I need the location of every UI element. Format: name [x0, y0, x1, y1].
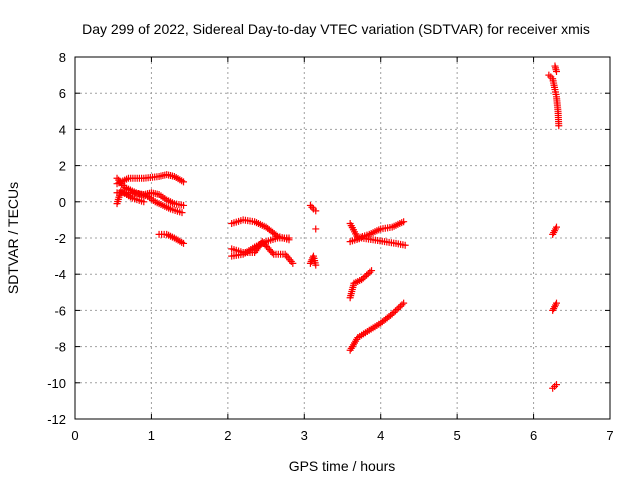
data-point — [283, 252, 291, 260]
data-point — [368, 267, 376, 275]
y-axis-label: SDTVAR / TECUs — [5, 182, 21, 294]
data-point — [358, 276, 366, 284]
data-point — [312, 207, 320, 215]
y-tick-label: -8 — [54, 340, 66, 355]
data-point — [395, 304, 403, 312]
x-tick-label: 4 — [377, 428, 384, 443]
data-point — [140, 198, 148, 206]
x-tick-label: 6 — [530, 428, 537, 443]
data-point — [364, 270, 372, 278]
y-tick-label: -4 — [54, 267, 66, 282]
data-point — [312, 261, 320, 269]
data-point — [268, 249, 276, 257]
y-tick-label: -2 — [54, 231, 66, 246]
y-tick-label: 2 — [59, 159, 66, 174]
data-point — [388, 310, 396, 318]
y-tick-label: -6 — [54, 303, 66, 318]
data-point — [390, 308, 398, 316]
data-point — [312, 225, 320, 233]
data-point — [391, 307, 399, 315]
data-point — [308, 203, 316, 211]
data-point — [553, 299, 560, 307]
data-point — [287, 258, 295, 266]
data-point — [553, 67, 560, 75]
data-point — [400, 299, 408, 307]
data-point — [555, 122, 563, 130]
x-axis-label: GPS time / hours — [289, 458, 396, 474]
data-point — [553, 381, 560, 389]
plot-frame — [74, 56, 611, 420]
data-point — [366, 268, 374, 276]
data-point — [306, 201, 314, 209]
data-point — [286, 256, 294, 264]
y-tick-label: 0 — [59, 195, 66, 210]
data-point — [401, 241, 409, 249]
data-point — [396, 302, 404, 310]
x-tick-label: 1 — [148, 428, 155, 443]
x-tick-label: 5 — [454, 428, 461, 443]
data-point — [180, 201, 188, 209]
data-point — [400, 218, 408, 226]
data-point — [363, 271, 371, 279]
data-point — [178, 209, 186, 217]
x-tick-label: 2 — [224, 428, 231, 443]
y-tick-label: 4 — [59, 122, 66, 137]
data-point — [553, 223, 560, 231]
y-tick-label: -10 — [47, 376, 66, 391]
grid — [75, 57, 610, 419]
data-point — [272, 231, 280, 239]
data-point — [284, 254, 292, 262]
data-points — [113, 62, 563, 392]
data-point — [180, 239, 188, 247]
x-tick-label: 3 — [301, 428, 308, 443]
data-point — [180, 178, 188, 186]
data-point — [393, 305, 401, 313]
x-tick-label: 7 — [606, 428, 613, 443]
data-point — [361, 273, 369, 281]
chart-title: Day 299 of 2022, Sidereal Day-to-day VTE… — [82, 21, 590, 37]
data-point — [398, 301, 406, 309]
y-tick-label: -12 — [47, 412, 66, 427]
data-point — [359, 274, 367, 282]
axis-ticks: 0 1 2 3 4 5 6 7 8 6 4 2 0 -2 -4 -6 -8 -10 -12 — [47, 50, 613, 443]
data-point — [289, 259, 297, 267]
data-point — [285, 234, 293, 242]
x-tick-label: 0 — [71, 428, 78, 443]
y-tick-label: 8 — [59, 50, 66, 65]
y-tick-label: 6 — [59, 86, 66, 101]
